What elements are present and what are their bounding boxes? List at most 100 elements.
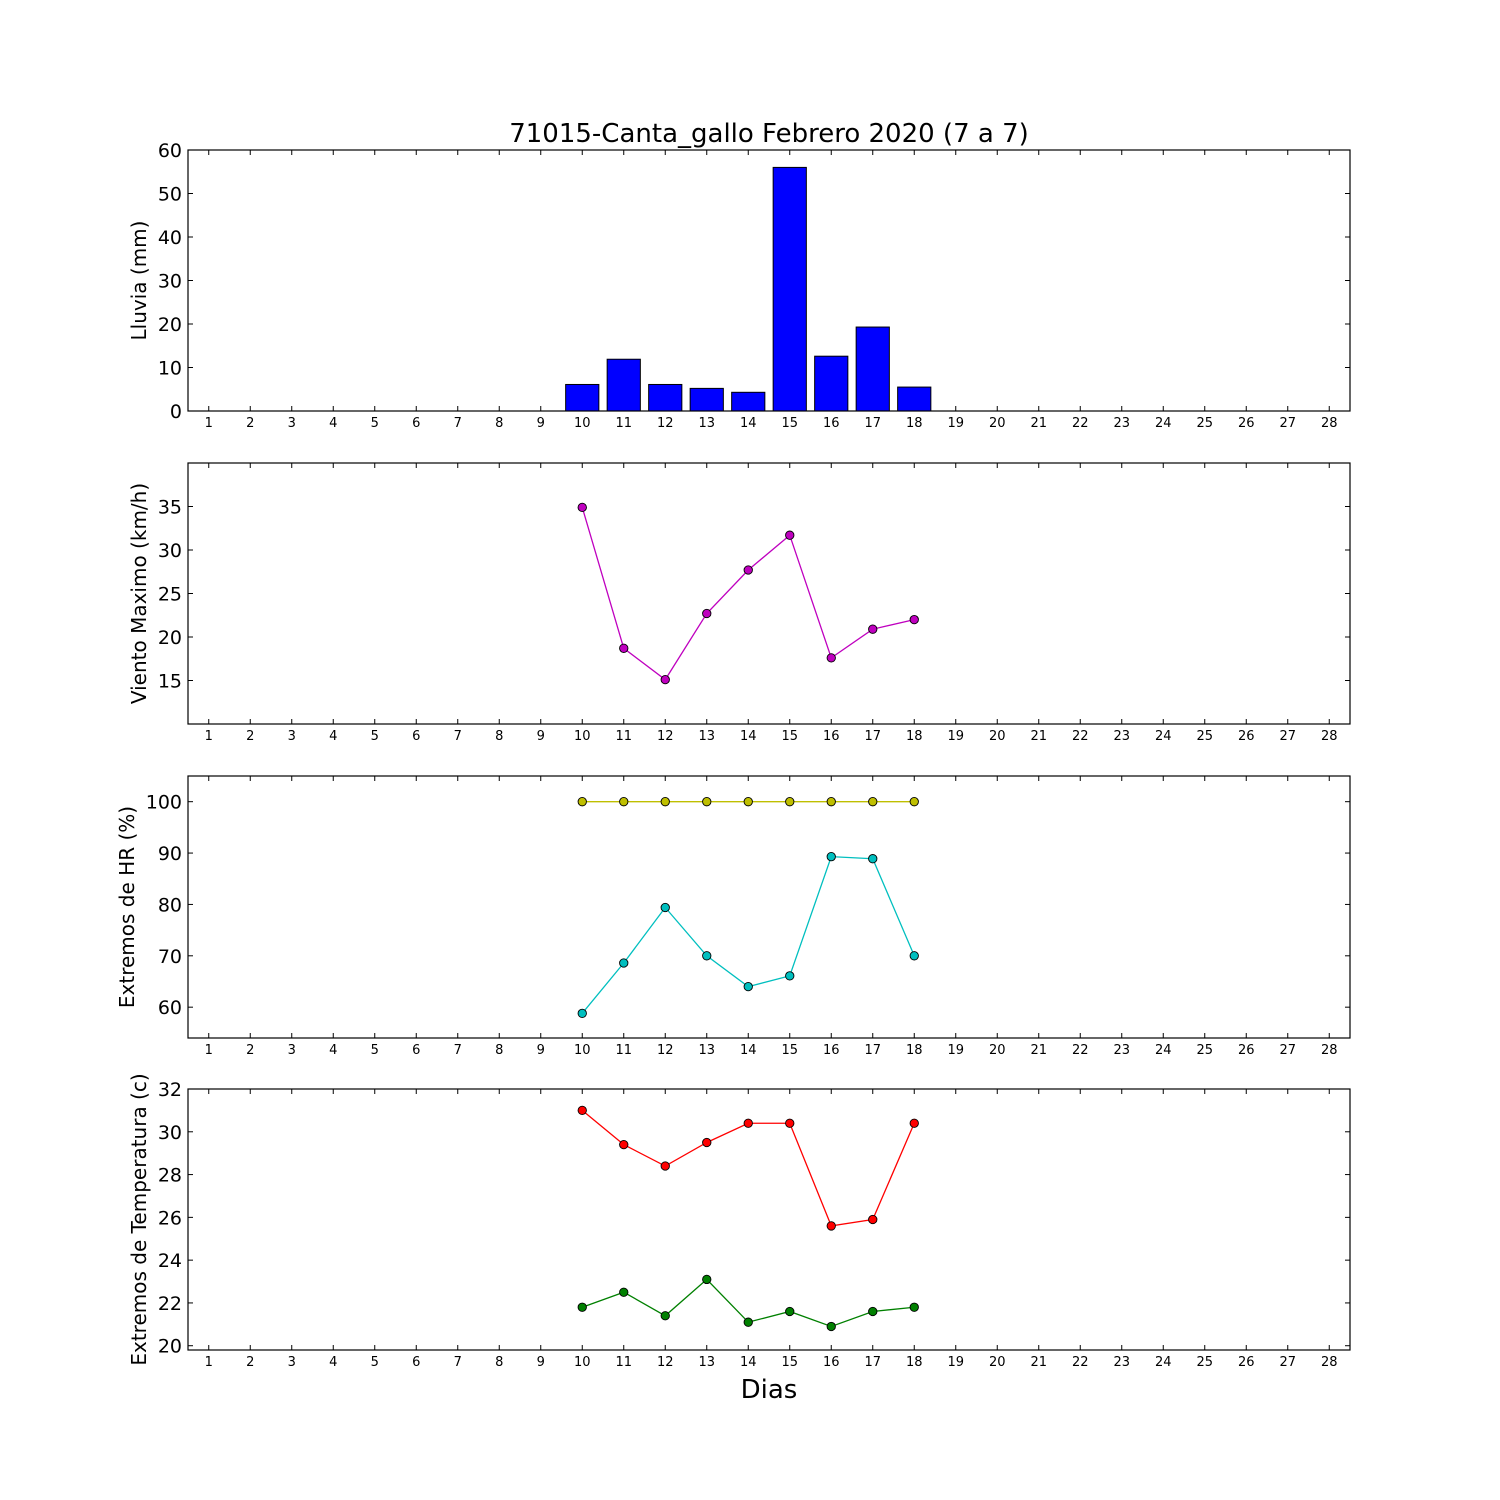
x-tick-label: 11 <box>615 1355 632 1370</box>
bar <box>689 387 724 412</box>
data-point <box>826 1221 836 1231</box>
x-tick-label: 21 <box>1030 1043 1047 1058</box>
bar <box>897 386 932 412</box>
data-point <box>743 981 753 992</box>
x-tick-label: 10 <box>574 1043 591 1058</box>
y-tick-label: 0 <box>170 401 182 423</box>
x-tick-label: 6 <box>412 416 420 431</box>
x-tick-label: 5 <box>371 1355 379 1370</box>
x-tick-label: 24 <box>1155 416 1172 431</box>
x-tick-label: 19 <box>947 1355 964 1370</box>
y-tick-label: 20 <box>158 627 182 649</box>
figure-title: 71015-Canta_gallo Febrero 2020 (7 a 7) <box>509 119 1029 149</box>
data-point <box>577 502 587 513</box>
x-tick-label: 27 <box>1279 416 1296 431</box>
x-tick-label: 9 <box>537 729 545 744</box>
y-axis-label: Lluvia (mm) <box>127 221 151 341</box>
x-tick-label: 12 <box>657 1355 674 1370</box>
data-point <box>785 1306 795 1317</box>
x-tick-label: 17 <box>864 1043 881 1058</box>
y-axis-label: Extremos de HR (%) <box>115 806 139 1008</box>
data-point <box>909 1118 919 1128</box>
x-tick-label: 19 <box>947 729 964 744</box>
y-tick-label: 70 <box>158 946 182 968</box>
data-point <box>909 797 919 807</box>
x-tick-label: 2 <box>246 1355 254 1370</box>
x-tick-label: 22 <box>1072 416 1089 431</box>
x-tick-label: 7 <box>454 1355 462 1370</box>
x-tick-label: 26 <box>1238 729 1255 744</box>
bar <box>606 358 641 412</box>
data-point <box>909 614 919 625</box>
x-tick-label: 12 <box>657 729 674 744</box>
y-tick-label: 10 <box>158 358 182 380</box>
x-tick-label: 13 <box>698 416 715 431</box>
data-point <box>619 958 629 968</box>
data-point <box>743 1317 753 1327</box>
y-tick-label: 50 <box>158 184 182 206</box>
y-tick-label: 60 <box>158 997 182 1019</box>
x-tick-label: 15 <box>781 1355 798 1370</box>
y-tick-label: 35 <box>158 497 182 519</box>
x-tick-label: 20 <box>989 416 1006 431</box>
bar <box>855 326 890 412</box>
x-tick-label: 18 <box>906 1043 923 1058</box>
x-tick-label: 11 <box>615 416 632 431</box>
x-tick-label: 24 <box>1155 1043 1172 1058</box>
bar <box>731 391 766 412</box>
y-tick-label: 80 <box>158 894 182 916</box>
data-point <box>868 797 878 807</box>
x-tick-label: 22 <box>1072 1355 1089 1370</box>
x-axis-label: Dias <box>741 1375 798 1405</box>
bar <box>814 355 849 412</box>
x-tick-label: 20 <box>989 1355 1006 1370</box>
x-tick-label: 5 <box>371 1043 379 1058</box>
x-tick-label: 15 <box>781 416 798 431</box>
x-tick-label: 8 <box>495 1355 503 1370</box>
x-tick-label: 26 <box>1238 1043 1255 1058</box>
x-tick-label: 18 <box>906 729 923 744</box>
x-tick-label: 28 <box>1321 1355 1338 1370</box>
x-tick-label: 10 <box>574 416 591 431</box>
x-tick-label: 7 <box>454 1043 462 1058</box>
x-tick-label: 19 <box>947 1043 964 1058</box>
data-point <box>577 1302 587 1312</box>
x-tick-label: 16 <box>823 416 840 431</box>
x-tick-label: 8 <box>495 416 503 431</box>
y-axis-label: Viento Maximo (km/h) <box>127 483 151 704</box>
data-point <box>660 674 670 685</box>
y-tick-label: 90 <box>158 843 182 865</box>
x-tick-label: 9 <box>537 1043 545 1058</box>
plot-frame <box>187 775 1351 1039</box>
data-point <box>660 902 670 913</box>
x-tick-label: 4 <box>329 1043 337 1058</box>
data-point <box>702 951 712 961</box>
bar <box>772 166 807 412</box>
x-tick-label: 21 <box>1030 416 1047 431</box>
data-point <box>743 1118 753 1128</box>
data-point <box>702 1137 712 1148</box>
y-tick-label: 30 <box>158 1122 182 1144</box>
y-tick-label: 20 <box>158 314 182 336</box>
data-point <box>909 1302 919 1312</box>
y-tick-label: 32 <box>158 1079 182 1101</box>
y-tick-label: 30 <box>158 540 182 562</box>
x-tick-label: 16 <box>823 1043 840 1058</box>
data-point <box>909 951 919 961</box>
x-tick-label: 13 <box>698 1043 715 1058</box>
bar <box>565 383 600 412</box>
plot-frame <box>187 149 1351 412</box>
x-tick-label: 6 <box>412 1043 420 1058</box>
x-tick-label: 19 <box>947 416 964 431</box>
x-tick-label: 26 <box>1238 416 1255 431</box>
x-tick-label: 6 <box>412 1355 420 1370</box>
data-point <box>826 852 836 862</box>
bar <box>648 383 683 412</box>
y-tick-label: 24 <box>158 1250 182 1272</box>
x-tick-label: 7 <box>454 729 462 744</box>
x-tick-label: 8 <box>495 1043 503 1058</box>
x-tick-label: 15 <box>781 729 798 744</box>
data-point <box>660 797 670 807</box>
data-point <box>577 1008 587 1018</box>
